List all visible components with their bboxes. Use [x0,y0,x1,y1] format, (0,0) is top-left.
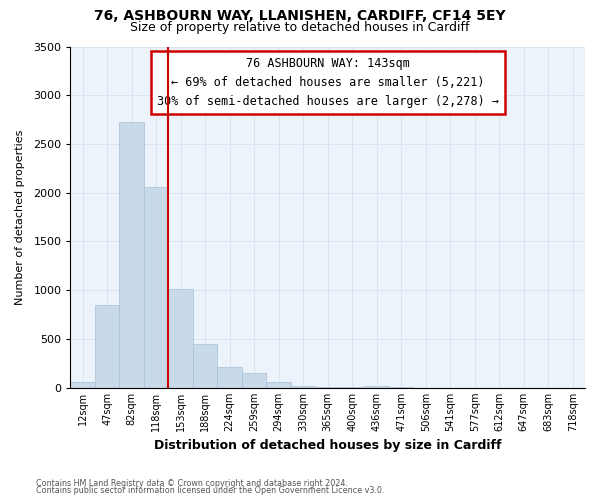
X-axis label: Distribution of detached houses by size in Cardiff: Distribution of detached houses by size … [154,440,502,452]
Bar [340,386,364,388]
Text: Contains HM Land Registry data © Crown copyright and database right 2024.: Contains HM Land Registry data © Crown c… [36,478,348,488]
Bar [119,122,144,388]
Bar [316,386,340,388]
Bar [169,289,193,388]
Text: 76 ASHBOURN WAY: 143sqm
← 69% of detached houses are smaller (5,221)
30% of semi: 76 ASHBOURN WAY: 143sqm ← 69% of detache… [157,56,499,108]
Bar [70,382,95,388]
Bar [291,386,316,388]
Text: Contains public sector information licensed under the Open Government Licence v3: Contains public sector information licen… [36,486,385,495]
Bar [364,386,389,388]
Bar [242,374,266,388]
Bar [193,344,217,388]
Text: Size of property relative to detached houses in Cardiff: Size of property relative to detached ho… [130,21,470,34]
Bar [144,187,169,388]
Bar [217,366,242,388]
Text: 76, ASHBOURN WAY, LLANISHEN, CARDIFF, CF14 5EY: 76, ASHBOURN WAY, LLANISHEN, CARDIFF, CF… [94,9,506,23]
Bar [95,304,119,388]
Bar [266,382,291,388]
Y-axis label: Number of detached properties: Number of detached properties [15,130,25,304]
